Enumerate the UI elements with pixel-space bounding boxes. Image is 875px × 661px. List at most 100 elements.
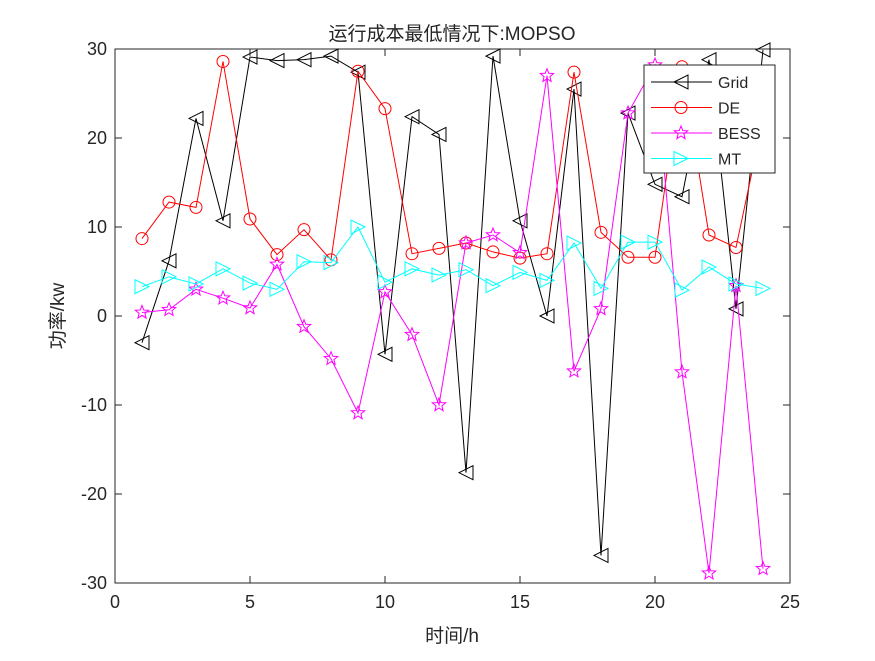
y-tick-label: -20 [81, 484, 107, 504]
data-point-circle [729, 240, 743, 254]
data-point-triangle-left [268, 52, 285, 69]
y-tick-label: 0 [97, 306, 107, 326]
data-point-triangle-right [269, 281, 286, 298]
data-point-star [187, 280, 205, 297]
data-point-circle [621, 250, 635, 264]
data-point-triangle-right [701, 259, 718, 275]
series-line-de [141, 61, 764, 262]
data-point-triangle-left [160, 253, 177, 269]
data-point-circle [189, 200, 203, 214]
data-point-circle [135, 232, 149, 246]
x-tick-label: 20 [645, 592, 665, 612]
data-point-circle [540, 247, 554, 261]
data-point-star [295, 318, 313, 334]
data-point-star [376, 283, 394, 299]
data-point-star [673, 363, 691, 379]
legend-label: BESS [718, 126, 761, 143]
data-point-star [511, 244, 529, 260]
data-point-triangle-left [484, 48, 501, 64]
data-point-star [322, 350, 340, 366]
data-point-triangle-left [295, 51, 312, 68]
x-tick-label: 5 [245, 592, 255, 612]
data-point-triangle-left [727, 301, 744, 317]
legend-label: Grid [718, 75, 748, 92]
data-point-star [484, 226, 502, 242]
data-point-circle [432, 241, 446, 255]
data-point-triangle-left [376, 346, 393, 363]
data-point-circle [702, 228, 716, 242]
legend-item-grid: Grid [651, 74, 748, 92]
legend-box [643, 64, 776, 174]
data-point-triangle-right [350, 219, 367, 235]
data-point-star [700, 564, 718, 581]
data-point-triangle-right [404, 261, 421, 277]
legend-label: MT [718, 152, 741, 169]
data-point-triangle-left [349, 64, 366, 80]
series-group [133, 42, 772, 581]
data-point-triangle-left [322, 48, 339, 64]
data-point-triangle-right [674, 282, 691, 298]
data-point-triangle-right [539, 272, 556, 289]
data-point-triangle-left [511, 212, 528, 229]
data-point-triangle-right [134, 278, 151, 295]
data-point-triangle-right [485, 277, 502, 294]
data-point-star [214, 289, 232, 306]
data-point-circle [270, 248, 284, 262]
data-point-triangle-right [512, 264, 529, 281]
data-point-triangle-left [214, 212, 231, 229]
data-point-triangle-right [593, 280, 610, 297]
x-tick-label: 15 [510, 592, 530, 612]
data-point-star [403, 326, 421, 342]
data-point-triangle-right [458, 261, 475, 278]
legend-item-de: DE [651, 101, 740, 118]
data-point-triangle-left [457, 464, 474, 481]
data-point-triangle-left [754, 42, 771, 58]
data-point-triangle-right [755, 280, 772, 297]
data-point-triangle-right [323, 254, 340, 271]
data-point-triangle-left [187, 110, 204, 127]
y-tick-label: 20 [87, 128, 107, 148]
data-point-circle [486, 245, 500, 259]
data-point-triangle-left [133, 334, 150, 351]
y-tick-label: 30 [87, 39, 107, 59]
data-point-circle [567, 65, 581, 79]
y-tick-label: -10 [81, 395, 107, 415]
data-point-circle [405, 247, 419, 261]
y-axis-label: 功率/kw [47, 282, 69, 349]
x-tick-label: 10 [375, 592, 395, 612]
data-point-triangle-right [673, 150, 690, 167]
data-point-star [430, 396, 448, 412]
data-point-star [160, 301, 178, 317]
data-point-triangle-left [538, 308, 555, 324]
data-point-star [349, 404, 367, 420]
y-tick-label: -30 [81, 573, 107, 593]
legend-item-bess: BESS [651, 124, 761, 143]
legend-item-mt: MT [651, 150, 741, 169]
data-point-triangle-left [673, 188, 690, 205]
data-point-circle [243, 212, 257, 226]
legend-label: DE [718, 101, 740, 118]
x-axis-label: 时间/h [425, 625, 479, 647]
data-point-star [241, 299, 259, 315]
data-point-triangle-right [161, 269, 178, 285]
data-point-star [619, 104, 637, 120]
data-point-circle [216, 54, 230, 68]
series-mt [134, 219, 772, 298]
data-point-triangle-right [728, 276, 745, 292]
data-point-triangle-left [592, 547, 609, 564]
y-tick-label: 10 [87, 217, 107, 237]
chart-title: 运行成本最低情况下:MOPSO [328, 23, 575, 45]
data-point-triangle-right [188, 276, 205, 292]
data-point-triangle-right [647, 234, 664, 250]
axis-ticks: 0 5 10 15 20 25 -30 -20 -10 0 10 20 30 [81, 39, 800, 612]
data-point-triangle-right [431, 267, 448, 283]
data-point-star [268, 256, 286, 272]
x-tick-label: 0 [110, 592, 120, 612]
data-point-circle [648, 250, 662, 264]
data-point-triangle-left [672, 74, 689, 90]
data-point-triangle-right [296, 253, 313, 270]
data-point-triangle-right [620, 234, 637, 250]
data-point-star [457, 234, 475, 250]
data-point-circle [297, 223, 311, 237]
